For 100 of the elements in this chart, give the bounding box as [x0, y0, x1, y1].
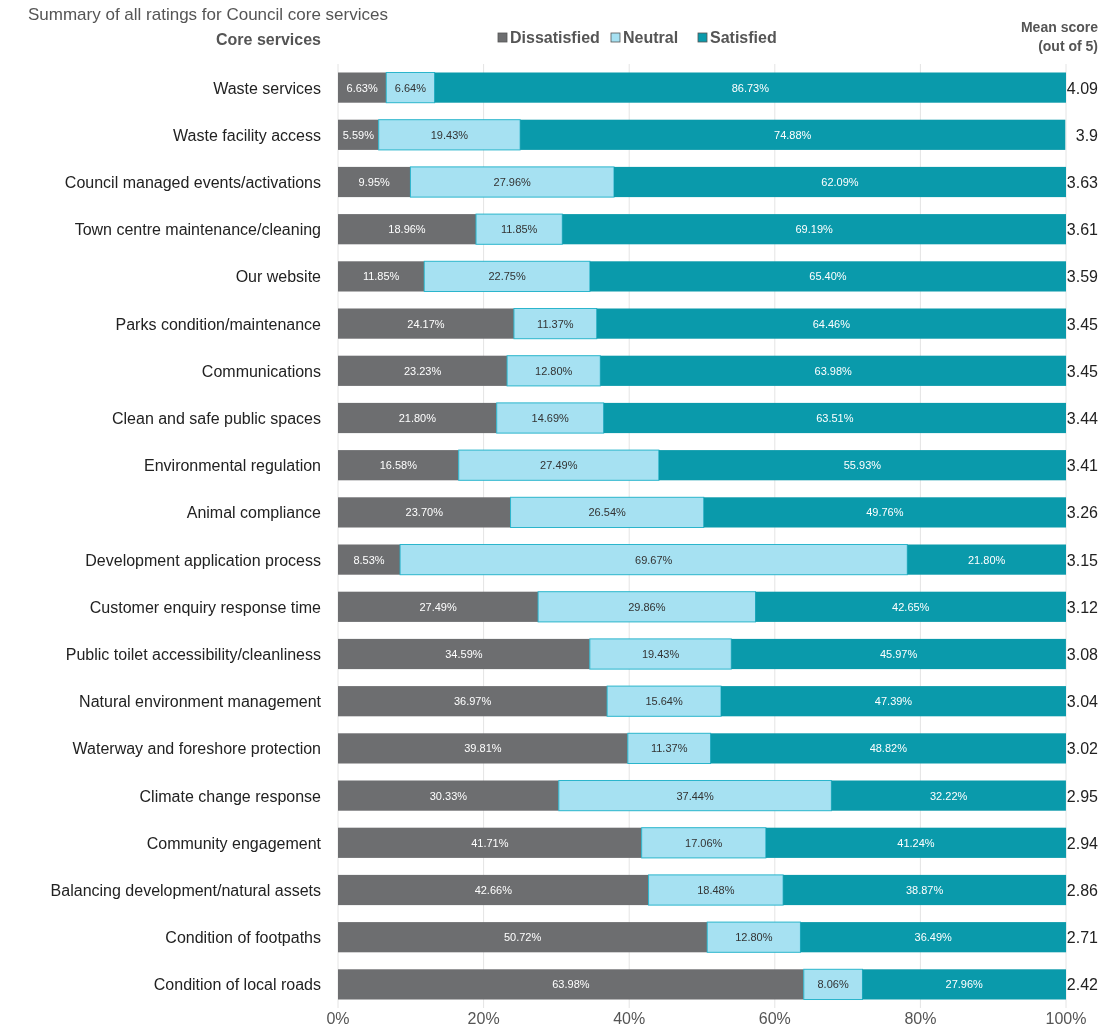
data-label: 36.97%	[453, 695, 492, 708]
bar	[338, 827, 642, 858]
y-tick-label: Communications	[201, 362, 321, 380]
data-label: 50.72%	[503, 931, 542, 944]
y-tick-label: Customer enquiry response time	[89, 598, 322, 616]
data-label: 21.80%	[398, 412, 437, 424]
data-label: 27.96%	[493, 176, 532, 188]
data-label: 19.43%	[641, 648, 680, 660]
data-label: 27.49%	[540, 459, 578, 472]
bar	[338, 922, 708, 953]
bar	[658, 450, 1066, 481]
text: 3.08	[1066, 646, 1099, 663]
y-tick-label: Public toilet accessibility/cleanliness	[65, 646, 321, 663]
text: 2.95	[1066, 787, 1099, 805]
data-label: 32.22%	[929, 789, 968, 802]
y-tick-label: Parks condition/maintenance	[115, 315, 322, 333]
bar	[338, 261, 425, 292]
y-tick-label: Community engagement	[146, 834, 322, 852]
bar	[755, 591, 1066, 622]
data-label: 69.19%	[795, 223, 834, 236]
bar	[399, 544, 908, 576]
data-label: 11.37%	[650, 742, 688, 755]
data-label: 37.44%	[676, 789, 714, 802]
bar	[338, 450, 459, 481]
data-label: 41.71%	[471, 836, 509, 849]
bar	[648, 874, 784, 906]
bar	[338, 355, 508, 386]
y-tick-label: Waterway and foreshore protection	[72, 740, 321, 758]
bar	[613, 166, 1066, 198]
data-label: 11.37%	[537, 317, 574, 330]
text: 3.59	[1066, 268, 1099, 286]
bar	[434, 72, 1066, 103]
y-tick-label: Environmental regulation	[144, 457, 321, 475]
text: 3.45	[1066, 315, 1099, 333]
bar	[513, 308, 598, 340]
data-label: 23.70%	[405, 506, 444, 519]
bar	[510, 496, 705, 528]
bar	[641, 827, 767, 859]
bar	[475, 213, 563, 245]
bar	[596, 308, 1066, 339]
text: 2.71	[1066, 929, 1099, 947]
data-label: 6.64%	[394, 81, 427, 94]
bar	[627, 732, 712, 764]
bar	[338, 969, 804, 1000]
bar	[783, 874, 1067, 906]
x-tick-label: 80%	[904, 1010, 937, 1027]
bar	[603, 402, 1066, 434]
data-label: 34.59%	[445, 648, 483, 660]
data-label: 63.51%	[816, 412, 854, 424]
y-tick-label: Town centre maintenance/cleaning	[74, 221, 321, 239]
data-label: 8.06%	[817, 978, 849, 991]
bar	[600, 355, 1067, 386]
data-label: 12.80%	[735, 931, 773, 944]
bar	[409, 166, 615, 198]
data-label: 39.81%	[464, 742, 502, 755]
bar	[520, 119, 1066, 150]
bar	[558, 780, 832, 812]
y-tick-label: Balancing development/natural assets	[50, 882, 321, 899]
data-label: 47.39%	[874, 695, 913, 708]
data-label: 24.17%	[407, 317, 445, 330]
data-label: 11.85%	[500, 223, 538, 236]
data-label: 62.09%	[821, 176, 859, 188]
text: 3.12	[1066, 598, 1099, 616]
bar	[338, 874, 649, 906]
bar	[338, 544, 401, 575]
bar	[496, 402, 605, 434]
x-tick-label: 40%	[613, 1010, 646, 1027]
x-tick-label: 60%	[758, 1010, 791, 1027]
data-label: 22.75%	[488, 270, 526, 283]
data-label: 11.85%	[362, 270, 400, 283]
data-label: 27.96%	[945, 978, 984, 991]
bar	[338, 591, 539, 622]
data-label: 26.54%	[588, 506, 627, 519]
data-label: 63.98%	[552, 978, 590, 991]
bar	[537, 591, 757, 623]
data-label: 16.58%	[379, 459, 418, 472]
data-label: 14.69%	[531, 412, 570, 424]
y-tick-label: Waste services	[213, 79, 321, 97]
bar	[721, 686, 1066, 717]
text: 2.86	[1066, 882, 1099, 899]
bar	[378, 119, 521, 151]
y-tick-label: Our website	[235, 268, 322, 286]
y-tick-label: Climate change response	[139, 787, 322, 805]
text: 3.63	[1066, 174, 1099, 191]
x-tick-label: 0%	[326, 1010, 350, 1027]
data-label: 36.49%	[914, 931, 953, 944]
bar	[706, 921, 801, 953]
bar	[589, 261, 1066, 292]
bar	[703, 497, 1066, 528]
data-label: 27.49%	[419, 600, 457, 613]
text: 2.42	[1066, 976, 1099, 994]
data-label: 69.67%	[635, 553, 673, 566]
text: Mean score (out of 5)	[1020, 19, 1099, 54]
data-label: 48.82%	[869, 742, 908, 755]
bar	[458, 449, 660, 481]
bar	[338, 497, 511, 528]
data-label: 30.33%	[429, 789, 468, 802]
bar	[338, 686, 608, 717]
bar	[338, 780, 559, 811]
y-tick-label: Natural environment management	[79, 693, 322, 711]
